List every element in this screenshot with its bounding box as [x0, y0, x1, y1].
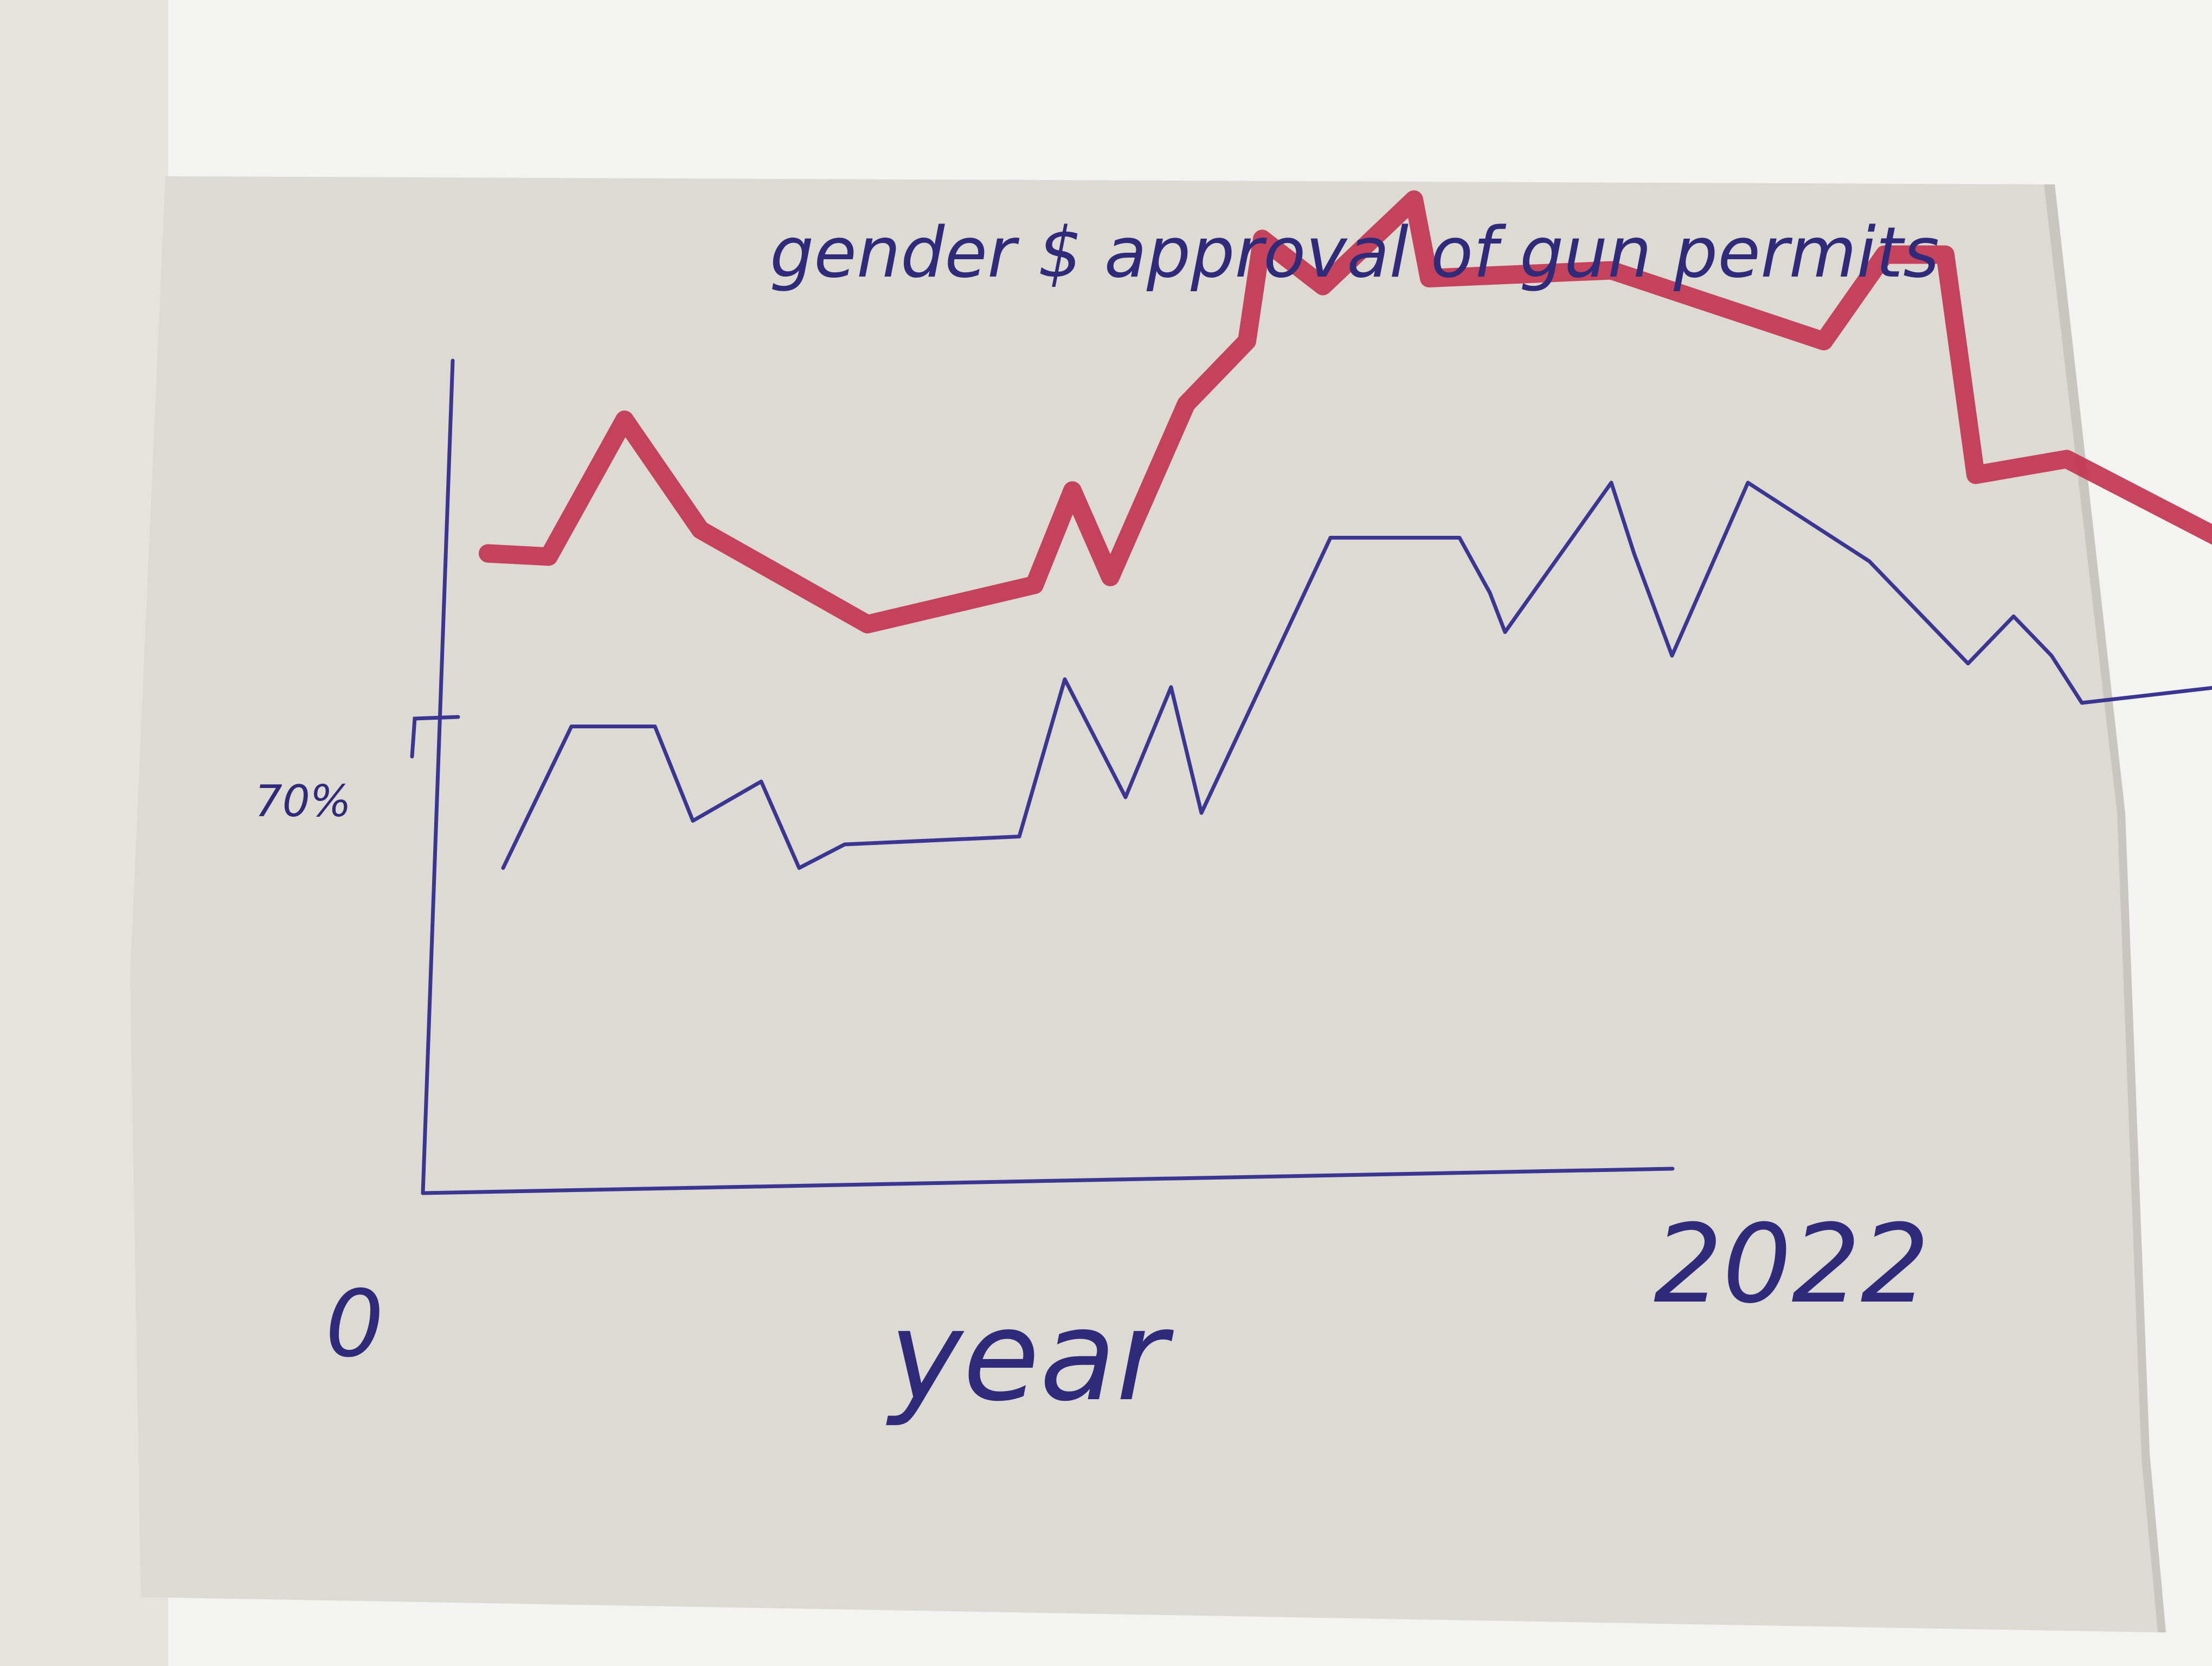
- x-axis-label: year: [886, 1284, 1174, 1429]
- plot-area: [479, 190, 2212, 870]
- chart-title: gender $ approval of gun permits: [770, 213, 1939, 293]
- x-tick-label-end: 2022: [1654, 1201, 1930, 1328]
- y-axis-line: [421, 358, 455, 1195]
- series-line-2: [501, 480, 2212, 870]
- series-line-1: [479, 190, 2212, 633]
- paper-shadow: [2044, 184, 2166, 1632]
- x-axis-line: [421, 1167, 1675, 1195]
- axes: [410, 358, 1675, 1195]
- x-tick-label-start: 0: [325, 1271, 384, 1378]
- y-tick-label-70: 70%: [255, 776, 351, 826]
- paper-sheet: [130, 176, 2158, 1632]
- y-tick-70: [410, 715, 460, 759]
